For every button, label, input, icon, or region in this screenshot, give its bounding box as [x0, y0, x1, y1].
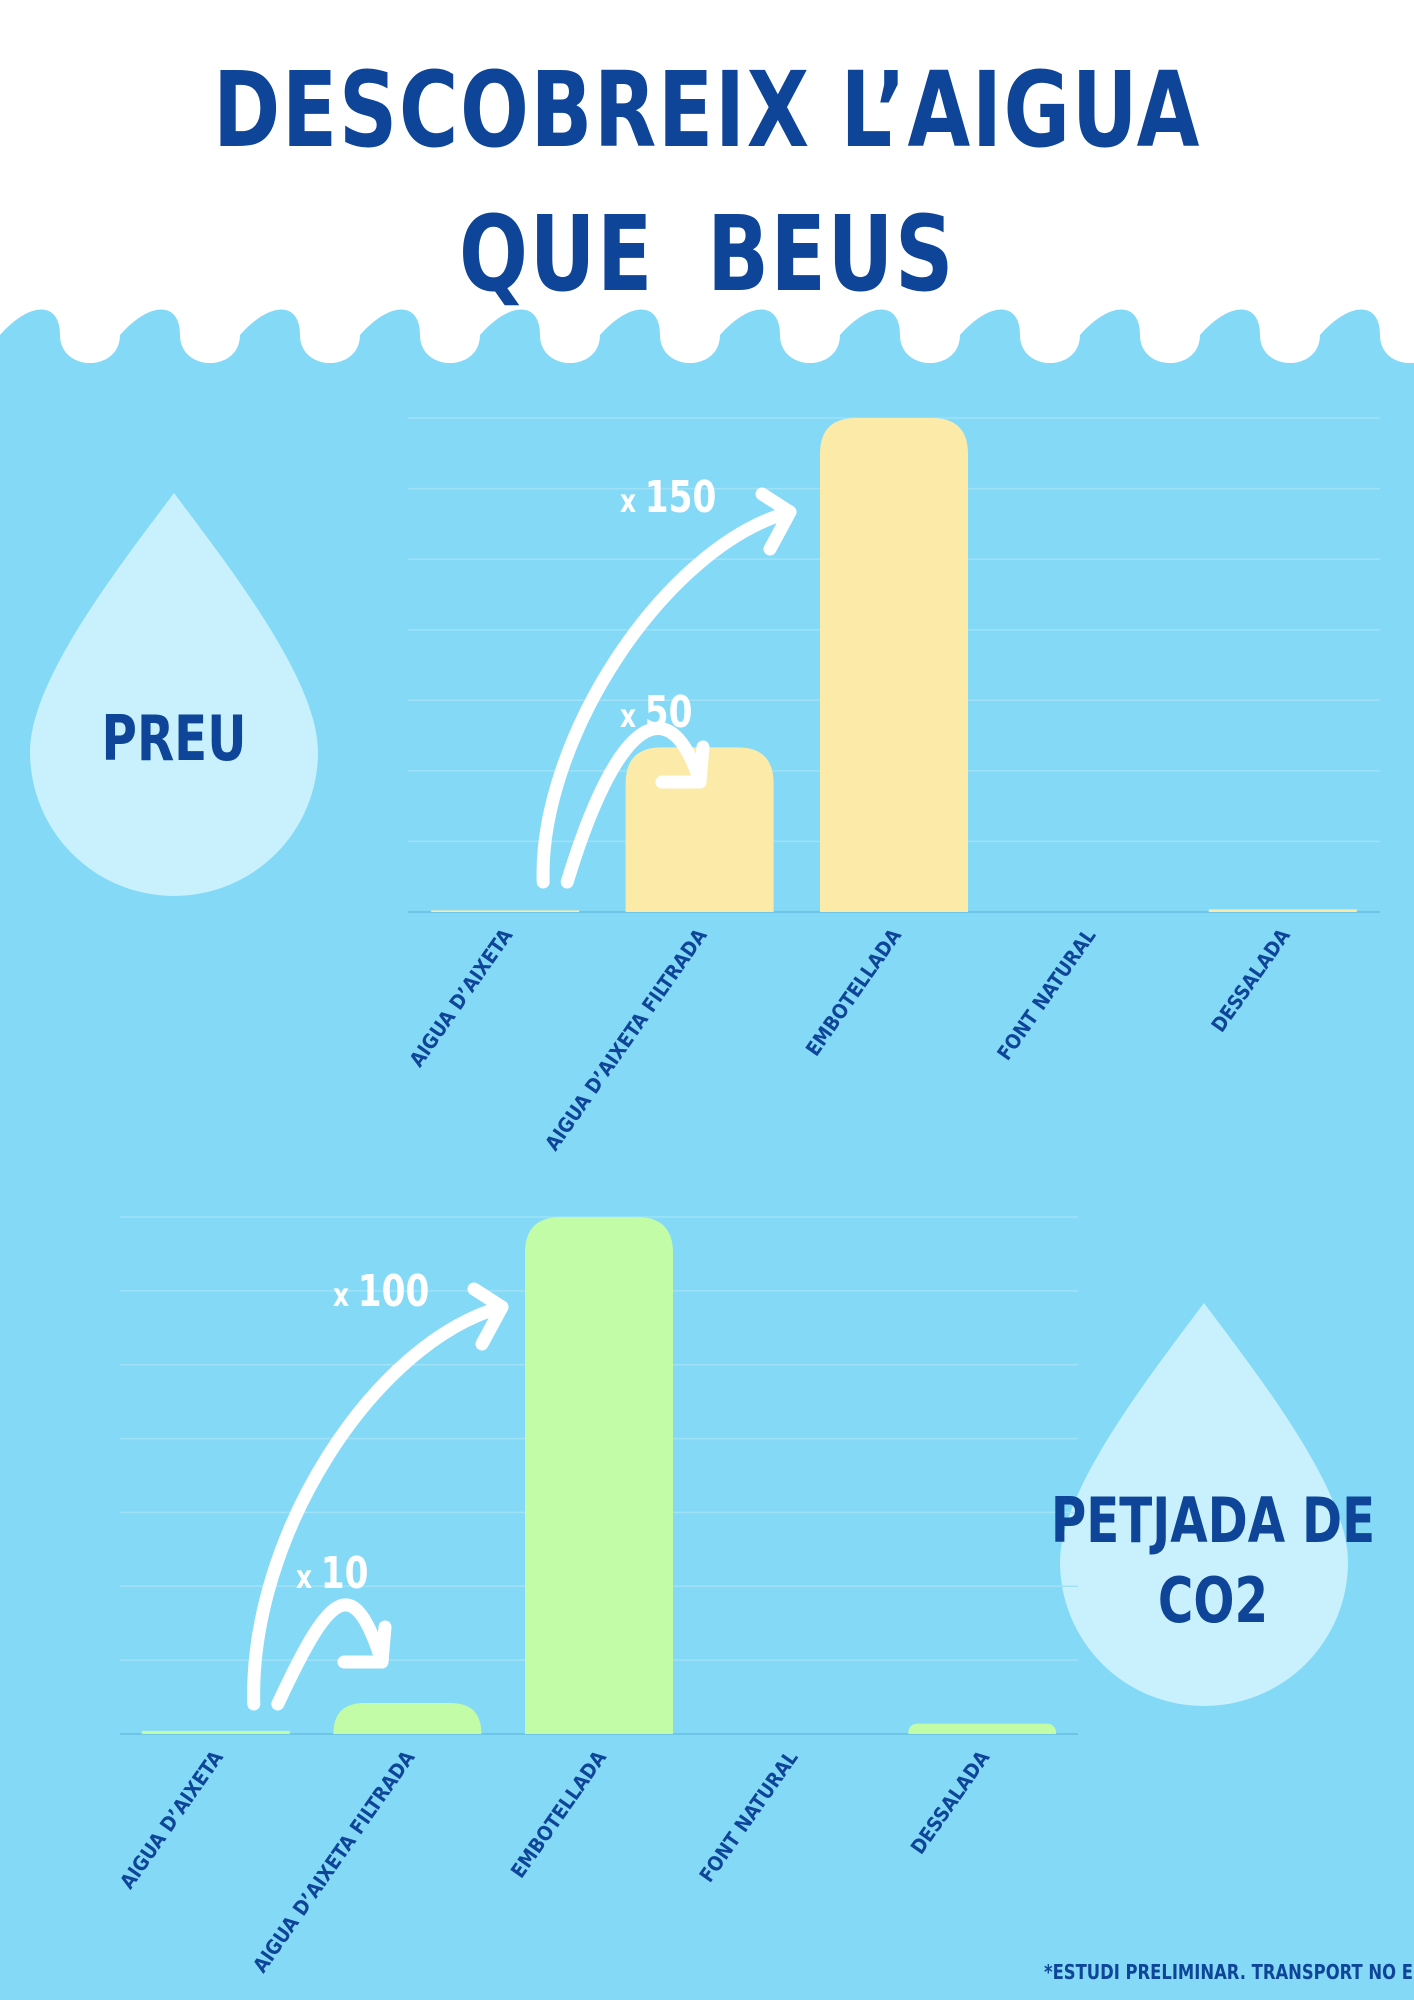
tick-label: EMBOTELLADA: [801, 924, 906, 1060]
annotation-arrow: [560, 721, 707, 889]
arrowhead: [755, 487, 797, 556]
bar: [141, 1730, 290, 1734]
annotation-arrow: [247, 1300, 509, 1711]
tick-label: FONT NATURAL: [694, 1746, 802, 1887]
multiplier-label: x 100: [333, 1266, 429, 1317]
page-title-line-2: QUE BEUS: [459, 193, 955, 315]
water-area: [0, 309, 1414, 2000]
bar: [333, 1702, 482, 1734]
bar: [525, 1217, 673, 1734]
co2-chart: AIGUA D’AIXETA AIGUA D’AIXETA FILTRADA EMB…: [115, 1216, 1078, 1977]
price-drop-label: PREU: [102, 703, 247, 775]
tick-label: AIGUA D’AIXETA: [115, 1746, 228, 1893]
bar: [908, 1723, 1057, 1734]
tick-label: DESSALADA: [1206, 924, 1295, 1036]
drop-price: [30, 493, 318, 896]
annotation-arrow: [536, 505, 797, 889]
multiplier-label: x 50: [620, 687, 693, 738]
tick-label: AIGUA D’AIXETA: [404, 924, 517, 1071]
arrowhead: [655, 740, 710, 789]
arrowhead: [467, 1282, 509, 1351]
co2-drop-label: PETJADA DE: [1051, 1485, 1375, 1557]
bar: [1208, 909, 1357, 912]
page-title-line-1: DESCOBREIX L’AIGUA: [213, 49, 1201, 171]
multiplier-label: x 150: [620, 472, 716, 523]
annotation-arrow: [271, 1598, 389, 1711]
tick-label: AIGUA D’AIXETA FILTRADA: [540, 924, 712, 1155]
co2-drop-label: CO2: [1158, 1565, 1268, 1637]
drop-labels: PREU PETJADA DE CO2: [102, 703, 1376, 1637]
footnote: *ESTUDI PRELIMINAR. TRANSPORT NO ESTIMAT: [1044, 1960, 1414, 1984]
tick-label: EMBOTELLADA: [506, 1746, 611, 1882]
bar: [820, 418, 968, 912]
multiplier-label: x 10: [296, 1548, 369, 1599]
tick-label: FONT NATURAL: [992, 924, 1100, 1065]
drop-co2: [1060, 1303, 1348, 1706]
tick-label: DESSALADA: [906, 1746, 995, 1858]
arrowhead: [337, 1620, 392, 1669]
price-chart: AIGUA D’AIXETA AIGUA D’AIXETA FILTRADA EMB…: [404, 417, 1380, 1155]
bar: [431, 910, 580, 912]
tick-label: AIGUA D’AIXETA FILTRADA: [248, 1746, 420, 1977]
